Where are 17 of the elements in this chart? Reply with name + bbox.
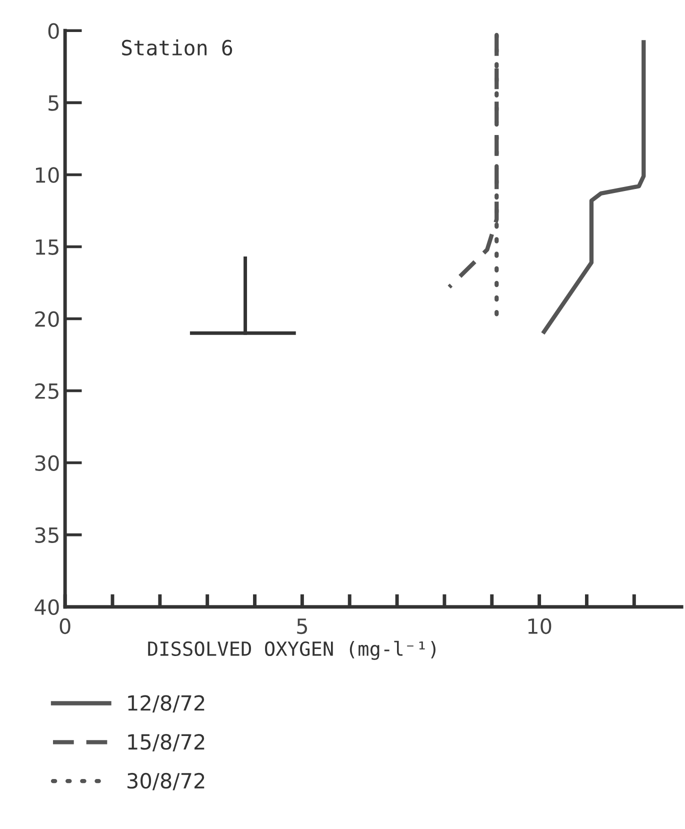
legend-label: 30/8/72 <box>128 772 204 790</box>
legend-label: 15/8/72 <box>128 734 204 752</box>
y-tick-label: 35 <box>35 527 58 544</box>
x-tick-label: 0 <box>60 618 70 634</box>
y-tick-label: 5 <box>48 95 58 111</box>
legend-label: 12/8/72 <box>128 695 204 712</box>
y-tick-label: 20 <box>35 311 59 327</box>
y-tick-label: 25 <box>35 383 58 399</box>
x-tick-label: 10 <box>528 618 552 634</box>
y-tick-label: 10 <box>36 167 59 183</box>
y-tick-label: 30 <box>35 455 59 471</box>
x-tick-label: 5 <box>297 618 307 634</box>
chart-title: Station 6 <box>122 39 232 56</box>
y-tick-label: 15 <box>36 239 58 255</box>
y-tick-label: 0 <box>48 23 59 39</box>
x-axis-title: DISSOLVED OXYGEN (mg-l⁻¹) <box>148 640 436 660</box>
y-tick-label: 40 <box>34 599 59 616</box>
